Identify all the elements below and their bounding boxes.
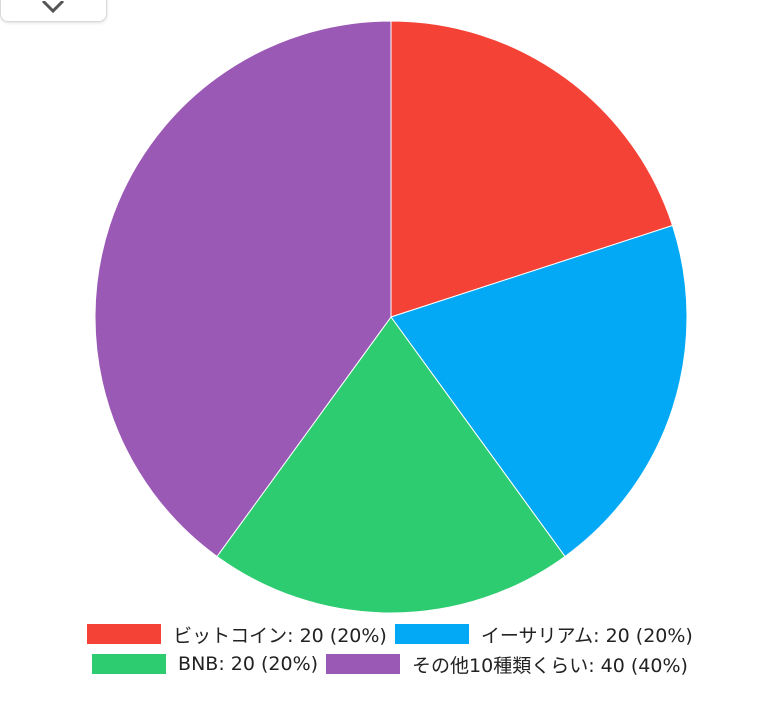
legend-item-bitcoin: ビットコイン: 20 (20%) (87, 621, 387, 648)
close-icon (41, 1, 65, 14)
legend-item-bnb: BNB: 20 (20%) (92, 653, 318, 675)
legend-item-others: その他10種類くらい: 40 (40%) (326, 651, 688, 678)
legend-swatch (326, 654, 401, 674)
pie-slice-ethereum (390, 224, 688, 558)
legend-row: ビットコイン: 20 (20%) イーサリアム: 20 (20%) (0, 619, 780, 649)
pie-slice-bnb (216, 316, 566, 614)
pie-chart (94, 20, 688, 614)
close-button[interactable] (0, 0, 107, 22)
pie-slice-bitcoin (390, 20, 674, 318)
chart-legend: ビットコイン: 20 (20%) イーサリアム: 20 (20%) BNB: 2… (0, 619, 780, 679)
legend-item-ethereum: イーサリアム: 20 (20%) (394, 621, 693, 648)
legend-swatch (92, 654, 167, 674)
legend-swatch (394, 624, 469, 644)
legend-label: ビットコイン: 20 (20%) (173, 624, 387, 647)
legend-swatch (87, 624, 162, 644)
legend-label: その他10種類くらい: 40 (40%) (412, 654, 688, 677)
legend-label: イーサリアム: 20 (20%) (480, 624, 693, 647)
legend-label: BNB: 20 (20%) (178, 653, 319, 675)
pie-slice-others (94, 20, 392, 558)
legend-row: BNB: 20 (20%) その他10種類くらい: 40 (40%) (0, 649, 780, 679)
